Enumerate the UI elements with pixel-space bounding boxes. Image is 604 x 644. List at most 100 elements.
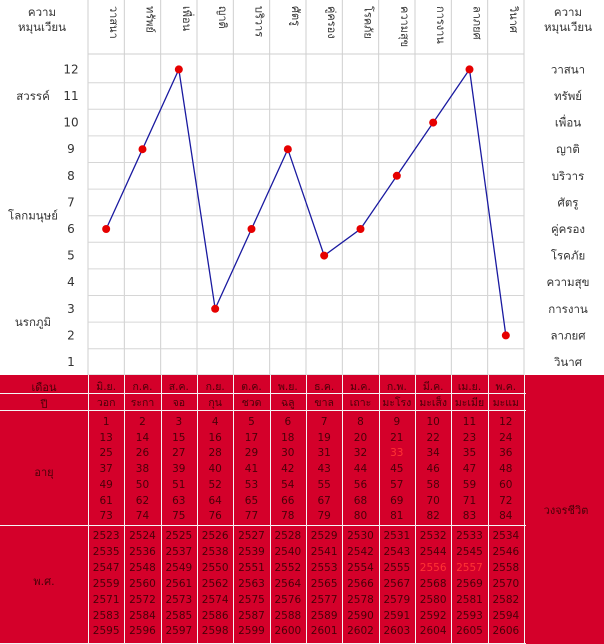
age-cell: 67 [317,494,331,507]
be-year-cell: 2593 [456,609,483,622]
data-point [247,225,256,233]
year-cell: วอก [96,397,116,409]
age-cell: 68 [353,494,368,507]
data-point [138,145,147,154]
age-cell: 58 [426,478,440,491]
category-label: ศัตรู [289,6,302,26]
age-cell: 77 [244,510,259,523]
be-year-cell: 2555 [383,561,411,574]
be-year-cell: 2584 [129,609,156,622]
corner-label: หมุนเวียน [18,20,66,34]
age-cell: 23 [462,431,477,444]
category-label: ความสุข [398,6,411,47]
be-year-cell: 2568 [419,577,447,590]
be-year-cell: 2590 [347,609,374,622]
month-cell: พ.ค. [495,381,517,393]
be-year-cell: 2536 [129,545,156,558]
be-year-cell: 2540 [274,545,302,558]
category-label: เพื่อน [180,6,195,32]
age-cell: 17 [244,431,259,444]
year-cell: มะเส็ง [419,397,447,409]
data-point [356,225,365,233]
table-grid-vertical [233,375,235,644]
age-cell: 12 [499,416,513,428]
age-cell: 42 [281,463,295,476]
month-cell: ต.ค. [241,381,262,393]
age-cell: 80 [353,510,368,523]
be-year-cell: 2601 [310,625,338,638]
age-cell: 5 [248,416,255,428]
line-chart: วาสนา ทรัพย์ เพื่อน ญาติ บริวาร ศัตรู คู่ครองโ… [8,0,592,376]
age-cell: 57 [390,478,404,491]
be-year-cell: 2547 [92,561,120,574]
age-cell: 34 [426,447,440,460]
be-year-cell: 2587 [238,609,265,622]
right-label: บริวาร [552,169,585,183]
right-label: โรคภัย [551,249,585,263]
right-label: เพื่อน [555,115,581,130]
be-year-cell: 2569 [456,577,483,590]
age-cell: 40 [208,463,222,476]
data-point [465,65,474,74]
age-cell: 27 [172,447,186,460]
year-cell: จอ [172,397,186,409]
age-cell: 7 [320,416,328,428]
zone-label: โลกมนุษย์ [8,209,58,223]
be-year-cell: 2573 [165,593,193,606]
be-year-cell: 2545 [456,545,483,558]
be-year-cell: 2543 [383,545,411,558]
data-point [392,171,401,180]
age-cell: 53 [244,478,259,491]
be-year-cell: 2525 [165,530,193,542]
category-label: วาสนา [107,6,120,39]
month-cell: ก.ค. [132,381,153,393]
year-cell: มะเมีย [454,397,485,409]
data-point [320,251,329,260]
age-cell: 49 [99,478,113,491]
be-year-cell: 2550 [201,561,229,574]
be-year-cell: 2523 [92,530,120,542]
y-tick-label: 12 [63,62,78,76]
be-year-cell: 2592 [419,609,447,622]
be-year-cell: 2561 [165,577,193,590]
be-year-cell: 2534 [492,530,520,542]
age-cell: 52 [208,478,222,491]
be-year-cell: 2595 [92,625,120,638]
age-cell: 47 [462,463,477,476]
age-cell: 24 [499,431,513,444]
age-cell: 75 [172,510,186,523]
table-grid-horizontal [0,410,526,411]
data-point [501,331,510,340]
month-cell: พ.ย. [277,381,298,393]
right-label: ทรัพย์ [554,89,582,103]
be-year-cell: 2532 [419,530,447,542]
cycle-table: เดือน ปี อายุ พ.ศ. วงจรชีวิต มิ.ย. วอก 1 13 25 37 4… [0,375,604,644]
month-cell: ก.พ. [386,381,407,393]
be-year-cell: 2578 [347,593,374,606]
year-cell: ระกา [130,397,155,409]
age-cell: 60 [499,478,513,491]
be-year-cell: 2577 [310,593,338,606]
age-cell: 82 [426,510,440,523]
right-label: คู่ครอง [551,222,585,236]
right-label: ลาภยศ [550,328,586,342]
age-cell: 64 [208,494,222,507]
be-year-cell: 2605 [456,625,483,638]
be-year-cell: 2537 [165,545,193,558]
be-year-cell: 2589 [310,609,338,622]
age-cell: 3 [175,416,183,428]
table-grid-vertical [415,375,416,644]
be-year-cell: 2564 [274,577,302,590]
age-cell: 55 [317,478,331,491]
age-cell: 69 [390,494,404,507]
be-year-cell: 2585 [165,609,193,622]
be-year-cell: 2565 [310,577,338,590]
table-grid-vertical [306,375,307,644]
month-cell: ม.ค. [350,381,371,393]
be-year-cell: 2529 [310,530,338,542]
age-cell: 37 [99,463,113,476]
y-tick-label: 3 [67,302,75,316]
right-label: วินาศ [553,355,582,369]
be-year-cell: 2563 [238,577,265,590]
y-tick-label: 10 [63,116,78,130]
